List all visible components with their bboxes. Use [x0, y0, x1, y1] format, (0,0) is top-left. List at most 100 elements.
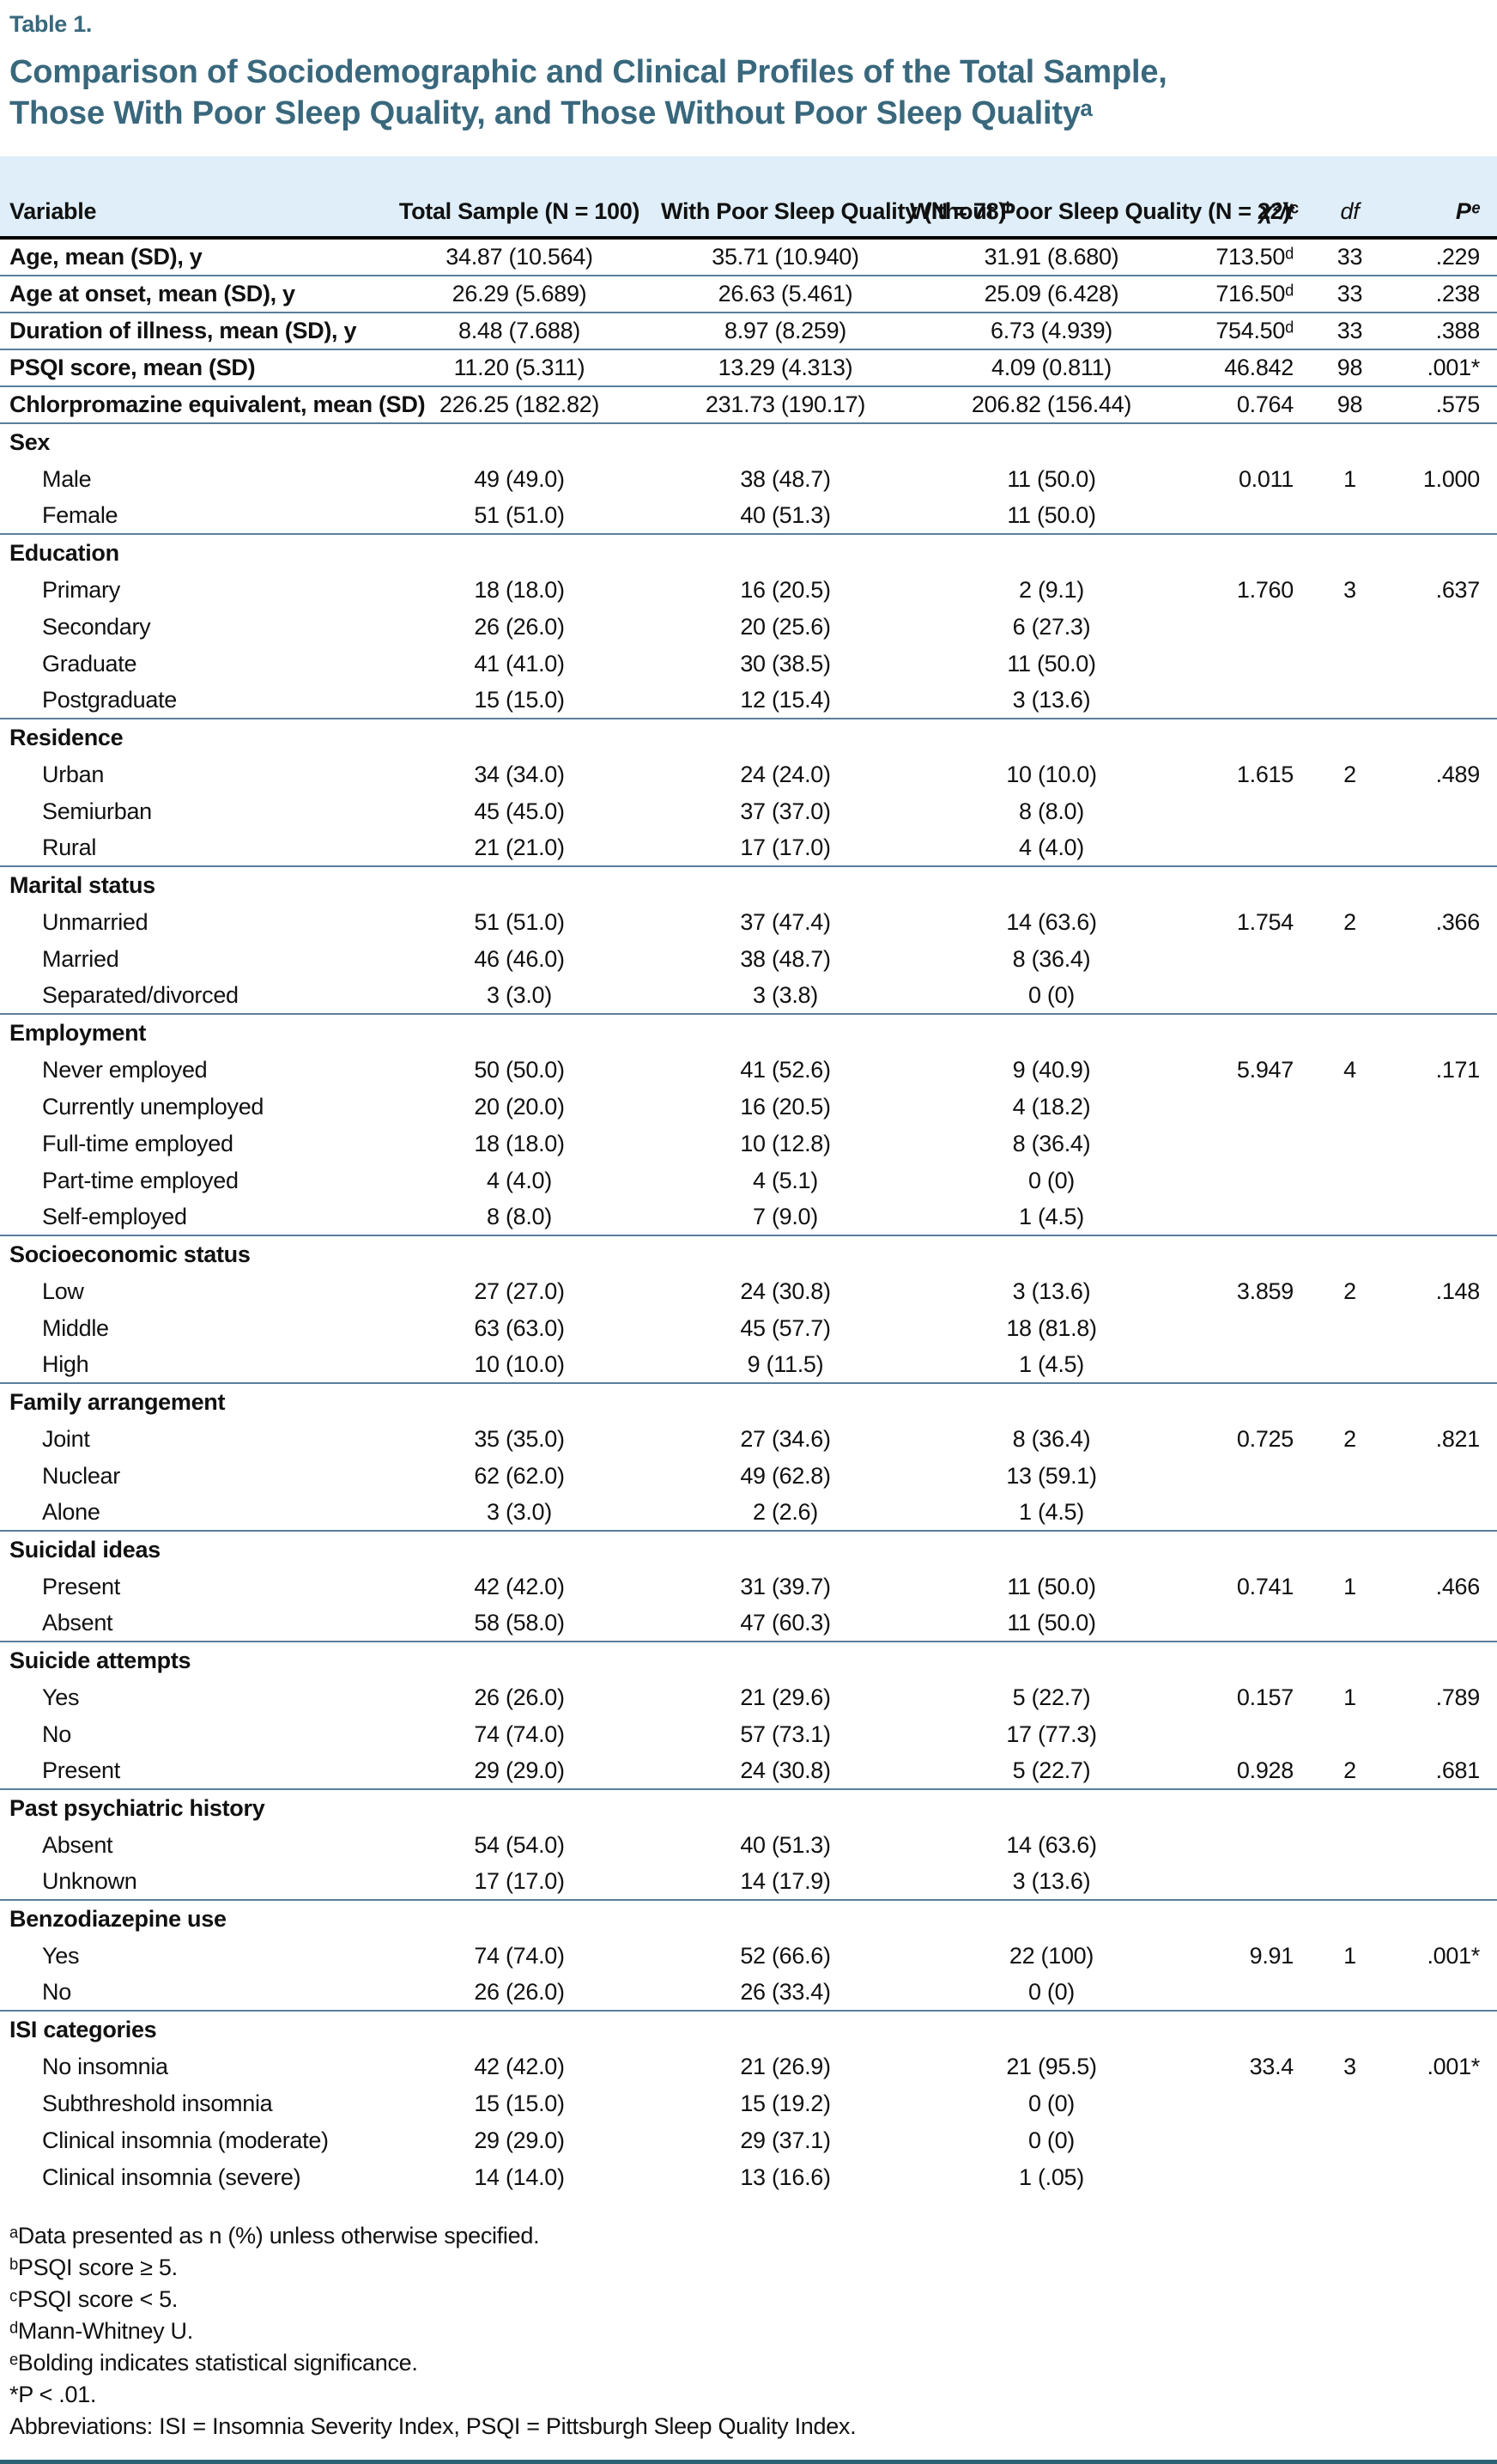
row-label: Present [42, 1757, 120, 1783]
total-sample-value: 11.20 (5.311) [453, 355, 585, 380]
row-label: Separated/divorced [42, 982, 239, 1008]
row-label: Suicidal ideas [9, 1537, 161, 1563]
table-row: Yes 26 (26.0) 21 (29.6) 5 (22.7) 0.157 1 .789 [0, 1679, 1497, 1716]
table-row: Part-time employed 4 (4.0) 4 (5.1) 0 (0) [0, 1162, 1497, 1199]
total-sample-value: 226.25 (182.82) [439, 391, 600, 417]
with-poor-sleep-value: 41 (52.6) [740, 1057, 831, 1083]
table-row: Semiurban 45 (45.0) 37 (37.0) 8 (8.0) [0, 793, 1497, 830]
with-poor-sleep-value: 35.71 (10.940) [712, 244, 859, 270]
table-row: Unknown 17 (17.0) 14 (17.9) 3 (13.6) [0, 1864, 1497, 1901]
table-row: Suicide attempts [0, 1642, 1497, 1679]
with-poor-sleep-value: 38 (48.7) [740, 946, 831, 972]
row-label: Yes [42, 1943, 80, 1969]
with-poor-sleep-value: 57 (73.1) [740, 1721, 831, 1747]
footnote: ᵃData presented as n (%) unless otherwis… [9, 2223, 540, 2249]
with-poor-sleep-value: 24 (24.0) [740, 762, 831, 787]
with-poor-sleep-value: 13.29 (4.313) [718, 355, 853, 380]
p-value: .001* [1427, 2054, 1480, 2079]
row-label: Low [42, 1278, 84, 1304]
df-value: 1 [1343, 1684, 1356, 1710]
row-label: Age at onset, mean (SD), y [9, 281, 295, 306]
without-poor-sleep-value: 10 (10.0) [1006, 762, 1097, 787]
without-poor-sleep-value: 6 (27.3) [1012, 614, 1091, 640]
total-sample-value: 74 (74.0) [474, 1943, 565, 1969]
chi-square-t-value: 1.615 [1236, 762, 1294, 787]
df-value: 1 [1343, 1943, 1356, 1969]
with-poor-sleep-value: 21 (26.9) [740, 2054, 831, 2079]
row-label: Male [42, 466, 92, 492]
without-poor-sleep-value: 17 (77.3) [1006, 1721, 1097, 1747]
total-sample-value: 15 (15.0) [474, 687, 565, 713]
p-value: .366 [1435, 909, 1481, 935]
table-row: Graduate 41 (41.0) 30 (38.5) 11 (50.0) [0, 646, 1497, 683]
total-sample-value: 26 (26.0) [474, 1684, 565, 1710]
row-label: No [42, 1721, 71, 1747]
table-row: Low 27 (27.0) 24 (30.8) 3 (13.6) 3.859 2 .148 [0, 1273, 1497, 1310]
row-label: Age, mean (SD), y [9, 244, 203, 270]
total-sample-value: 34.87 (10.564) [445, 244, 593, 270]
df-value: 2 [1343, 1426, 1356, 1452]
with-poor-sleep-value: 10 (12.8) [740, 1131, 831, 1156]
df-value: 1 [1343, 466, 1356, 492]
table-row: Female 51 (51.0) 40 (51.3) 11 (50.0) [0, 498, 1497, 535]
table-row: Never employed 50 (50.0) 41 (52.6) 9 (40.9)… [0, 1052, 1497, 1089]
row-label: Part-time employed [42, 1168, 239, 1193]
row-label: Married [42, 946, 119, 972]
chi-square-t-value: 1.754 [1236, 909, 1294, 935]
row-label: Benzodiazepine use [9, 1906, 227, 1932]
without-poor-sleep-value: 8 (36.4) [1012, 946, 1091, 972]
row-label: Full-time employed [42, 1131, 233, 1156]
table-row: Alone 3 (3.0) 2 (2.6) 1 (4.5) [0, 1495, 1497, 1532]
with-poor-sleep-value: 7 (9.0) [753, 1204, 818, 1229]
row-label: Absent [42, 1832, 113, 1858]
with-poor-sleep-value: 17 (17.0) [740, 834, 831, 860]
row-label: Unmarried [42, 909, 148, 935]
total-sample-value: 8 (8.0) [487, 1204, 552, 1229]
without-poor-sleep-value: 0 (0) [1027, 982, 1076, 1008]
table-row: ISI categories [0, 2012, 1497, 2048]
total-sample-value: 42 (42.0) [474, 2054, 565, 2079]
df-value: 3 [1343, 2054, 1356, 2079]
table-row: Absent 54 (54.0) 40 (51.3) 14 (63.6) [0, 1827, 1497, 1864]
df-value: 98 [1336, 391, 1363, 417]
table-row: Primary 18 (18.0) 16 (20.5) 2 (9.1) 1.760 3 .6… [0, 572, 1497, 609]
with-poor-sleep-value: 16 (20.5) [740, 1094, 831, 1120]
p-value: .637 [1435, 577, 1481, 603]
table-row: High 10 (10.0) 9 (11.5) 1 (4.5) [0, 1347, 1497, 1384]
table-row: Subthreshold insomnia 15 (15.0) 15 (19.2) 0… [0, 2085, 1497, 2122]
df-value: 2 [1343, 909, 1356, 935]
total-sample-value: 17 (17.0) [474, 1868, 565, 1894]
total-sample-value: 18 (18.0) [474, 577, 565, 603]
footnotes: ᵃData presented as n (%) unless otherwis… [0, 2220, 1497, 2443]
with-poor-sleep-value: 27 (34.6) [740, 1426, 831, 1452]
without-poor-sleep-value: 5 (22.7) [1012, 1757, 1091, 1783]
without-poor-sleep-value: 1 (4.5) [1019, 1351, 1084, 1377]
table-row: Age at onset, mean (SD), y 26.29 (5.689) 2… [0, 276, 1497, 313]
column-header-df: df [1340, 198, 1360, 224]
chi-square-t-value: 754.50ᵈ [1215, 318, 1294, 343]
total-sample-value: 3 (3.0) [487, 982, 552, 1008]
total-sample-value: 15 (15.0) [474, 2091, 565, 2116]
total-sample-value: 46 (46.0) [474, 946, 565, 972]
with-poor-sleep-value: 40 (51.3) [740, 1832, 831, 1858]
row-label: Clinical insomnia (moderate) [42, 2127, 329, 2153]
without-poor-sleep-value: 0 (0) [1027, 1979, 1076, 2005]
without-poor-sleep-value: 6.73 (4.939) [991, 318, 1112, 343]
without-poor-sleep-value: 4.09 (0.811) [991, 355, 1112, 380]
table-row: Education [0, 535, 1497, 572]
with-poor-sleep-value: 52 (66.6) [740, 1943, 831, 1969]
row-label: No insomnia [42, 2054, 168, 2079]
total-sample-value: 54 (54.0) [474, 1832, 565, 1858]
row-label: Unknown [42, 1868, 137, 1894]
with-poor-sleep-value: 31 (39.7) [740, 1574, 831, 1599]
row-label: Yes [42, 1684, 80, 1710]
without-poor-sleep-value: 11 (50.0) [1007, 1574, 1096, 1599]
without-poor-sleep-value: 3 (13.6) [1012, 1278, 1091, 1304]
row-label: Urban [42, 762, 105, 787]
row-label: No [42, 1979, 71, 2005]
with-poor-sleep-value: 24 (30.8) [740, 1757, 831, 1783]
p-value: .238 [1435, 281, 1481, 306]
table-row: Employment [0, 1015, 1497, 1052]
table-row: Secondary 26 (26.0) 20 (25.6) 6 (27.3) [0, 609, 1497, 646]
without-poor-sleep-value: 11 (50.0) [1007, 1610, 1096, 1636]
